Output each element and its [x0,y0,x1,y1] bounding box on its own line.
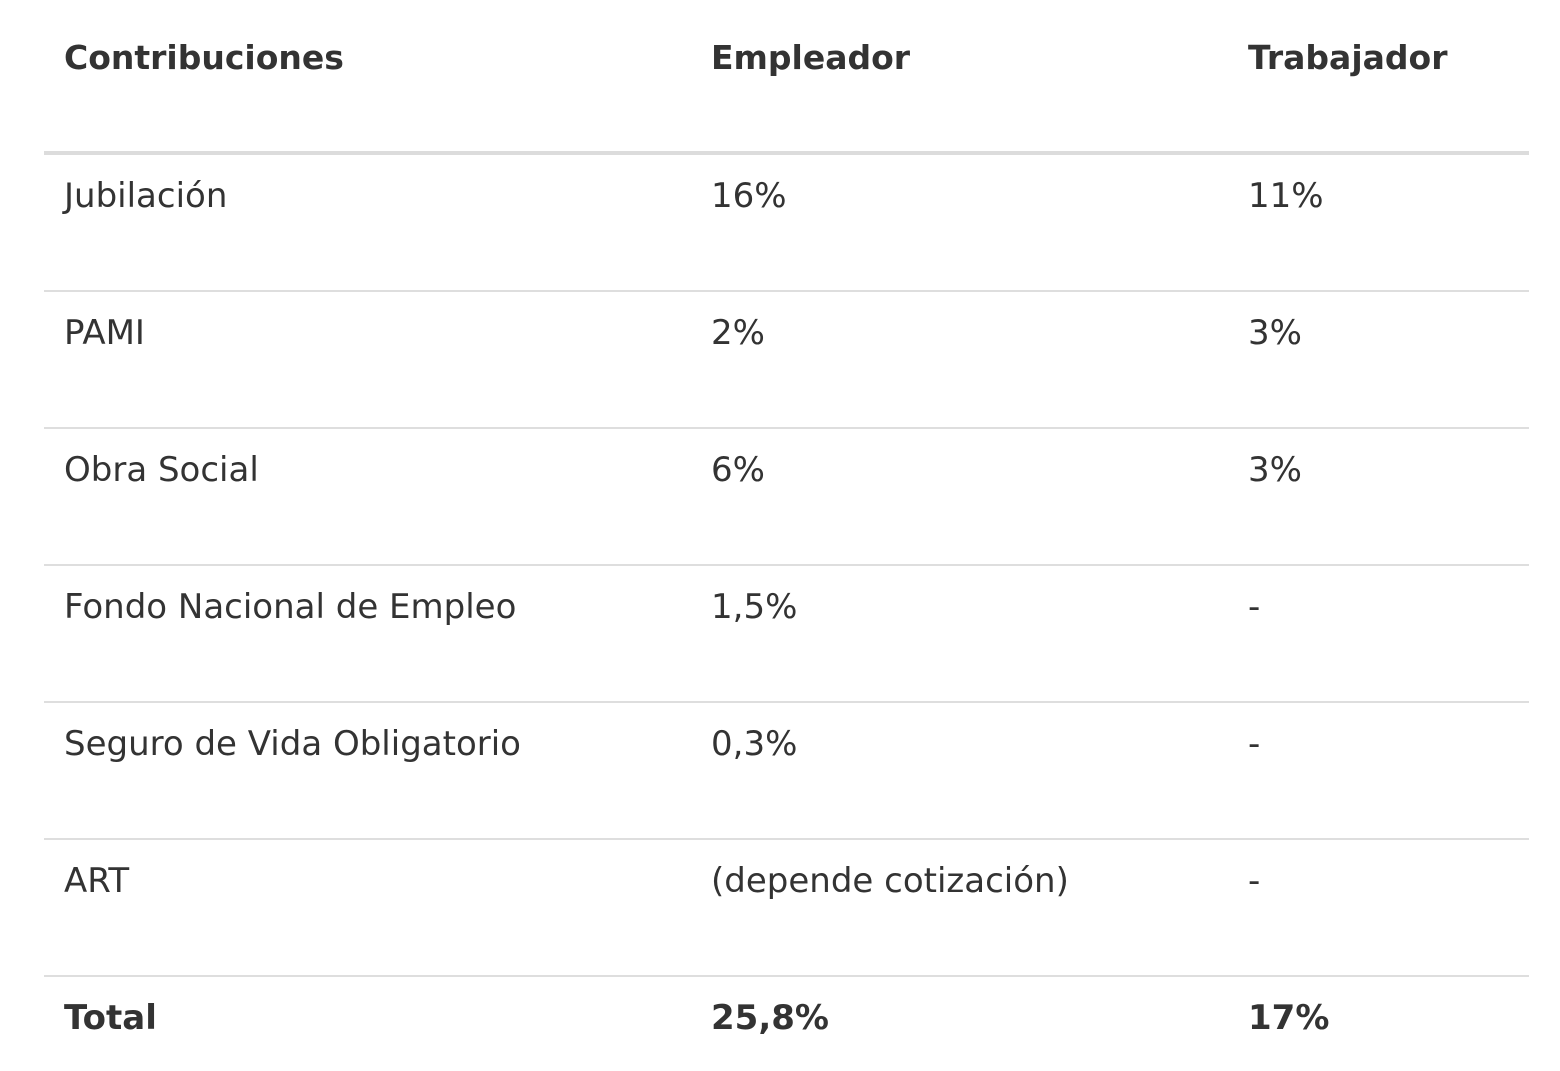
row-label: Fondo Nacional de Empleo [64,587,517,627]
row-empleador: 6% [711,450,765,490]
row-label: Seguro de Vida Obligatorio [64,724,521,764]
row-empleador: (depende cotización) [711,861,1069,901]
row-empleador: 1,5% [711,587,798,627]
row-empleador: 2% [711,313,765,353]
row-trabajador: 3% [1248,450,1302,490]
row-label: ART [64,861,130,901]
row-label: Jubilación [64,176,228,216]
row-empleador: 16% [711,176,787,216]
row-label: PAMI [64,313,145,353]
row-label: Obra Social [64,450,259,490]
table-total-row: Total 25,8% 17% [44,977,1529,1071]
table-row: Jubilación 16% 11% [44,155,1529,292]
table-row: Seguro de Vida Obligatorio 0,3% - [44,703,1529,840]
row-trabajador: - [1248,724,1261,764]
row-trabajador: 11% [1248,176,1324,216]
row-empleador: 0,3% [711,724,798,764]
table-row: Obra Social 6% 3% [44,429,1529,566]
total-trabajador: 17% [1248,998,1330,1038]
total-label: Total [64,998,157,1038]
row-trabajador: - [1248,861,1261,901]
row-trabajador: - [1248,587,1261,627]
contributions-table: Contribuciones Empleador Trabajador Jubi… [44,0,1529,1071]
total-empleador: 25,8% [711,998,829,1038]
table-row: ART (depende cotización) - [44,840,1529,977]
row-trabajador: 3% [1248,313,1302,353]
table-header-row: Contribuciones Empleador Trabajador [44,0,1529,155]
header-trabajador: Trabajador [1248,38,1448,77]
header-contribuciones: Contribuciones [64,38,344,77]
table-row: PAMI 2% 3% [44,292,1529,429]
header-empleador: Empleador [711,38,911,77]
table-row: Fondo Nacional de Empleo 1,5% - [44,566,1529,703]
